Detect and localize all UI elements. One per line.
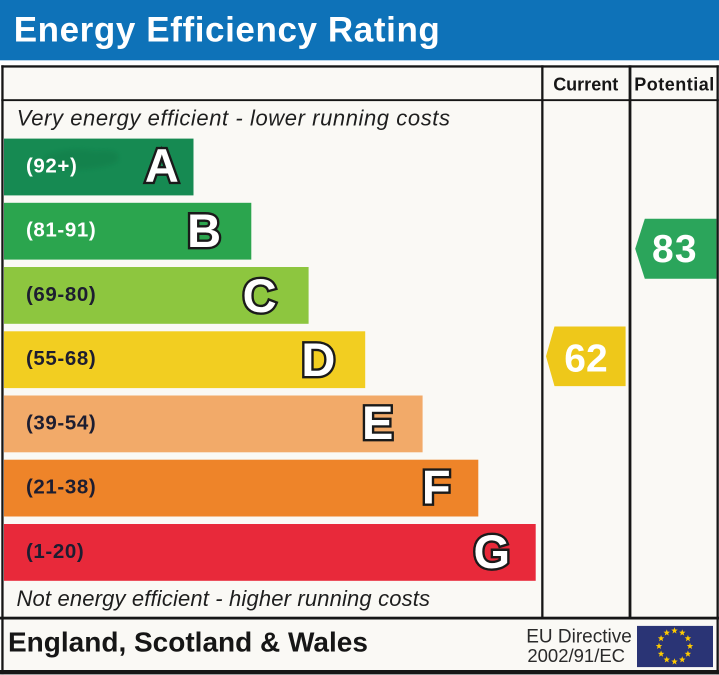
svg-text:(21-38): (21-38) bbox=[26, 476, 96, 499]
svg-text:(55-68): (55-68) bbox=[26, 347, 96, 370]
svg-text:England, Scotland & Wales: England, Scotland & Wales bbox=[8, 627, 368, 658]
svg-text:(69-80): (69-80) bbox=[26, 283, 96, 306]
svg-text:Energy Efficiency Rating: Energy Efficiency Rating bbox=[14, 11, 441, 50]
svg-text:(1-20): (1-20) bbox=[26, 540, 84, 563]
svg-text:D: D bbox=[301, 333, 335, 386]
svg-text:EU Directive: EU Directive bbox=[526, 627, 632, 648]
svg-text:C: C bbox=[243, 269, 277, 322]
svg-text:62: 62 bbox=[564, 338, 607, 381]
svg-text:Very energy efficient - lower: Very energy efficient - lower running co… bbox=[17, 105, 451, 130]
svg-text:F: F bbox=[422, 460, 451, 513]
svg-text:(39-54): (39-54) bbox=[26, 411, 96, 434]
svg-text:(92+): (92+) bbox=[26, 154, 77, 177]
svg-text:83: 83 bbox=[652, 228, 698, 271]
svg-text:(81-91): (81-91) bbox=[26, 219, 96, 242]
svg-text:Current: Current bbox=[553, 75, 618, 95]
svg-text:B: B bbox=[187, 204, 221, 257]
svg-text:Not energy efficient - higher: Not energy efficient - higher running co… bbox=[17, 586, 431, 611]
svg-text:E: E bbox=[362, 396, 393, 449]
svg-text:2002/91/EC: 2002/91/EC bbox=[527, 645, 625, 666]
svg-text:Potential: Potential bbox=[634, 75, 715, 95]
svg-text:G: G bbox=[474, 525, 511, 578]
svg-text:A: A bbox=[145, 139, 179, 192]
